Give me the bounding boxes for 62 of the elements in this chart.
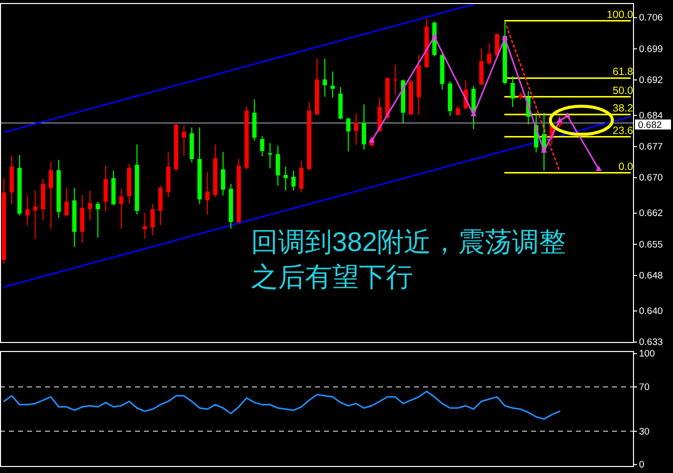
point bbox=[470, 111, 477, 116]
point bbox=[368, 137, 375, 143]
y-tick-label: 0.662 bbox=[639, 208, 663, 220]
candlestick bbox=[330, 70, 335, 98]
candlestick bbox=[150, 203, 155, 236]
y-tick-label: 30 bbox=[639, 426, 650, 438]
series-label: 23.6 bbox=[612, 124, 634, 137]
candlestick bbox=[487, 42, 492, 66]
candlestick bbox=[510, 76, 515, 108]
candlestick bbox=[48, 161, 54, 230]
point bbox=[556, 117, 563, 123]
candlestick bbox=[25, 194, 30, 226]
series-label: 0.0 bbox=[618, 160, 634, 173]
candlestick bbox=[260, 135, 264, 157]
candlestick bbox=[205, 172, 210, 216]
candlestick bbox=[158, 185, 163, 226]
y-tick-label: 0.699 bbox=[639, 44, 663, 55]
candlestick bbox=[354, 113, 358, 146]
annotation: 回调到382附近，震荡调整 bbox=[251, 227, 566, 258]
candlestick bbox=[479, 48, 484, 86]
y-tick-label: 0.706 bbox=[639, 12, 663, 24]
candlestick bbox=[119, 188, 124, 230]
candlestick bbox=[104, 165, 108, 212]
candlestick bbox=[142, 212, 147, 240]
y-tick-label: 0.640 bbox=[639, 306, 663, 317]
annotation: 之后有望下行 bbox=[251, 262, 414, 292]
point bbox=[502, 34, 508, 40]
y-tick-label: 0.677 bbox=[639, 142, 663, 153]
candlestick bbox=[88, 190, 92, 221]
line-series bbox=[3, 390, 560, 420]
point bbox=[431, 33, 438, 39]
y-tick-label: 0.633 bbox=[639, 337, 663, 348]
y-tick-label: 0 bbox=[639, 460, 644, 471]
point bbox=[540, 148, 548, 153]
candlestick bbox=[268, 142, 272, 169]
candlestick bbox=[276, 145, 280, 186]
ref-line-label: 0.682 bbox=[638, 120, 662, 131]
candlestick bbox=[64, 187, 69, 216]
y-tick-label: 0.648 bbox=[639, 270, 663, 282]
y-tick-label: 0.684 bbox=[639, 110, 663, 122]
point bbox=[596, 166, 602, 171]
candlestick bbox=[80, 194, 84, 244]
candlestick bbox=[96, 201, 100, 238]
y-tick-label: 0.692 bbox=[639, 74, 663, 86]
candlestick bbox=[362, 104, 366, 150]
series-label: 100.0 bbox=[606, 8, 634, 21]
y-tick-label: 0.655 bbox=[639, 239, 663, 250]
candlestick bbox=[284, 166, 288, 192]
candlestick bbox=[299, 160, 304, 193]
point bbox=[564, 112, 570, 118]
candlestick bbox=[220, 151, 226, 196]
y-tick-label: 100 bbox=[639, 348, 655, 360]
candlestick bbox=[393, 64, 398, 96]
candlestick bbox=[322, 58, 327, 98]
candlestick bbox=[346, 117, 350, 152]
y-tick-label: 0.670 bbox=[639, 172, 663, 184]
candlestick bbox=[33, 190, 38, 240]
series-label: 50.0 bbox=[612, 84, 634, 97]
series-label: 61.8 bbox=[612, 66, 634, 78]
candlestick bbox=[291, 170, 296, 192]
series-label: 38.2 bbox=[612, 102, 634, 115]
y-tick-label: 70 bbox=[639, 382, 650, 393]
